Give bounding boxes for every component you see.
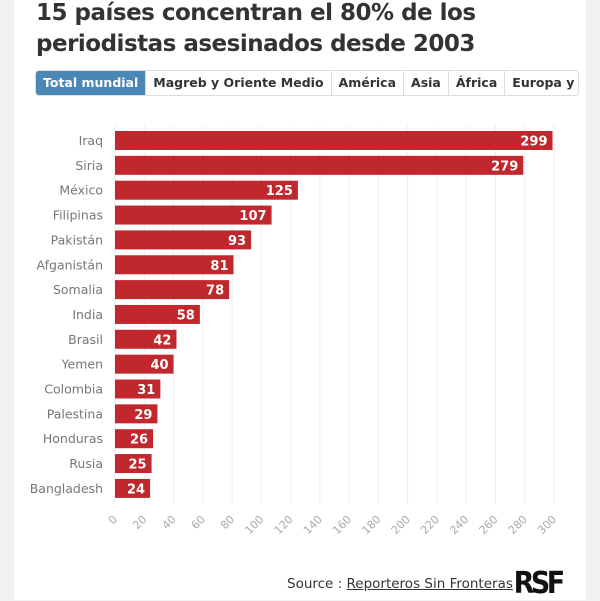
category-label: Somalia bbox=[53, 282, 103, 297]
bar bbox=[115, 155, 524, 175]
chart-card bbox=[14, 0, 586, 600]
bar bbox=[115, 205, 272, 225]
x-tick-label: 0 bbox=[106, 513, 120, 527]
bar bbox=[115, 379, 161, 399]
category-label: Pakistán bbox=[51, 232, 103, 247]
bar bbox=[115, 429, 154, 449]
category-label: Brasil bbox=[68, 332, 103, 347]
bar-chart: 0 20 40 60 80 100 120 140 160 180 200 220 240 260 280 3… bbox=[30, 125, 559, 537]
source-prefix: Source : bbox=[287, 576, 347, 592]
data-label: 81 bbox=[210, 259, 228, 274]
tab-magreb-oriente-medio[interactable]: Magreb y Oriente Medio bbox=[146, 71, 332, 95]
x-tick-label: 20 bbox=[130, 513, 149, 532]
bar bbox=[115, 255, 234, 275]
bar bbox=[115, 280, 230, 300]
x-tick-label: 120 bbox=[272, 513, 296, 537]
category-label: México bbox=[59, 183, 103, 198]
bar bbox=[115, 404, 158, 424]
tab-asia[interactable]: Asia bbox=[404, 71, 449, 95]
data-label: 299 bbox=[520, 135, 547, 150]
x-tick-label: 240 bbox=[447, 513, 471, 537]
bar bbox=[115, 230, 252, 250]
category-label: Siria bbox=[75, 158, 103, 173]
x-tick-label: 40 bbox=[160, 513, 179, 532]
category-label: Honduras bbox=[43, 431, 103, 446]
x-tick-label: 200 bbox=[389, 513, 413, 537]
category-label: Afganistán bbox=[37, 257, 104, 272]
data-label: 93 bbox=[228, 234, 246, 249]
tab-europa-asia-central[interactable]: Europa y Asia Centr bbox=[505, 71, 578, 95]
category-label: Filipinas bbox=[53, 208, 103, 223]
category-label: Colombia bbox=[44, 382, 103, 397]
source-line: Source : Reporteros Sin Fronteras bbox=[287, 576, 513, 592]
data-label: 78 bbox=[206, 284, 224, 299]
bar bbox=[115, 329, 177, 349]
category-label: Rusia bbox=[69, 456, 103, 471]
category-label: Iraq bbox=[79, 133, 103, 148]
x-tick-label: 100 bbox=[242, 513, 266, 537]
tab-total-mundial[interactable]: Total mundial bbox=[36, 71, 147, 95]
data-label: 31 bbox=[137, 383, 155, 398]
tab-america[interactable]: América bbox=[331, 71, 405, 95]
bar bbox=[115, 454, 152, 474]
data-label: 25 bbox=[128, 458, 146, 473]
bar bbox=[115, 478, 151, 498]
data-label: 107 bbox=[239, 209, 266, 224]
region-tabs: Total mundial Magreb y Oriente Medio Amé… bbox=[35, 70, 579, 96]
chart-title: 15 países concentran el 80% de los perio… bbox=[36, 0, 476, 57]
x-tick-label: 60 bbox=[189, 513, 208, 532]
data-label: 26 bbox=[130, 433, 148, 448]
bar bbox=[115, 354, 174, 374]
category-label: Bangladesh bbox=[30, 481, 103, 496]
x-tick-label: 220 bbox=[418, 513, 442, 537]
category-label: Yemen bbox=[61, 357, 103, 372]
data-label: 29 bbox=[134, 408, 152, 423]
bar bbox=[115, 180, 298, 200]
x-tick-label: 140 bbox=[301, 513, 325, 537]
category-label: India bbox=[72, 307, 103, 322]
x-tick-label: 300 bbox=[535, 513, 559, 537]
x-tick-label: 180 bbox=[359, 513, 383, 537]
x-tick-label: 80 bbox=[218, 513, 237, 532]
data-label: 40 bbox=[150, 358, 168, 373]
category-label: Palestina bbox=[47, 406, 103, 421]
data-label: 58 bbox=[177, 308, 195, 323]
x-tick-label: 280 bbox=[506, 513, 530, 537]
rsf-logo: RSF bbox=[513, 566, 565, 601]
data-label: 125 bbox=[266, 184, 293, 199]
data-label: 279 bbox=[491, 159, 518, 174]
bar bbox=[115, 304, 200, 324]
data-label: 24 bbox=[127, 482, 145, 497]
source-link[interactable]: Reporteros Sin Fronteras bbox=[346, 576, 513, 592]
x-tick-label: 160 bbox=[330, 513, 354, 537]
x-tick-label: 260 bbox=[477, 513, 501, 537]
bar bbox=[115, 131, 553, 150]
tab-africa[interactable]: África bbox=[448, 71, 506, 95]
data-label: 42 bbox=[153, 333, 171, 348]
